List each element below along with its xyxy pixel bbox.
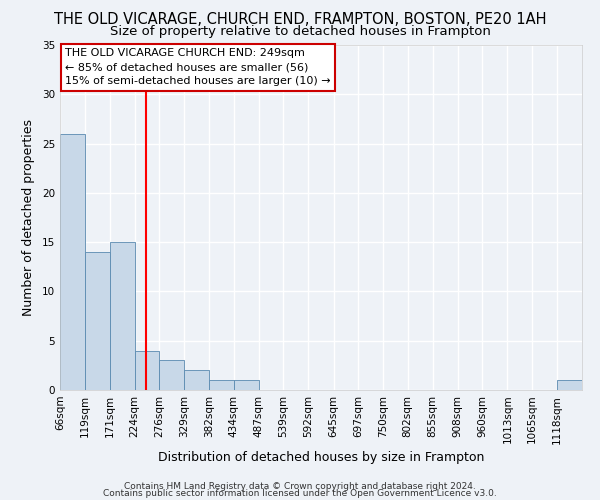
Bar: [209, 380, 234, 390]
Text: THE OLD VICARAGE CHURCH END: 249sqm
← 85% of detached houses are smaller (56)
15: THE OLD VICARAGE CHURCH END: 249sqm ← 85…: [65, 48, 331, 86]
Bar: [159, 360, 184, 390]
Text: Size of property relative to detached houses in Frampton: Size of property relative to detached ho…: [110, 25, 490, 38]
Text: Contains public sector information licensed under the Open Government Licence v3: Contains public sector information licen…: [103, 488, 497, 498]
Bar: [234, 380, 259, 390]
Bar: [110, 242, 134, 390]
Bar: [557, 380, 582, 390]
Bar: [134, 350, 159, 390]
Bar: [184, 370, 209, 390]
Text: Contains HM Land Registry data © Crown copyright and database right 2024.: Contains HM Land Registry data © Crown c…: [124, 482, 476, 491]
Bar: [60, 134, 85, 390]
X-axis label: Distribution of detached houses by size in Frampton: Distribution of detached houses by size …: [158, 450, 484, 464]
Text: THE OLD VICARAGE, CHURCH END, FRAMPTON, BOSTON, PE20 1AH: THE OLD VICARAGE, CHURCH END, FRAMPTON, …: [54, 12, 546, 28]
Y-axis label: Number of detached properties: Number of detached properties: [22, 119, 35, 316]
Bar: [85, 252, 110, 390]
